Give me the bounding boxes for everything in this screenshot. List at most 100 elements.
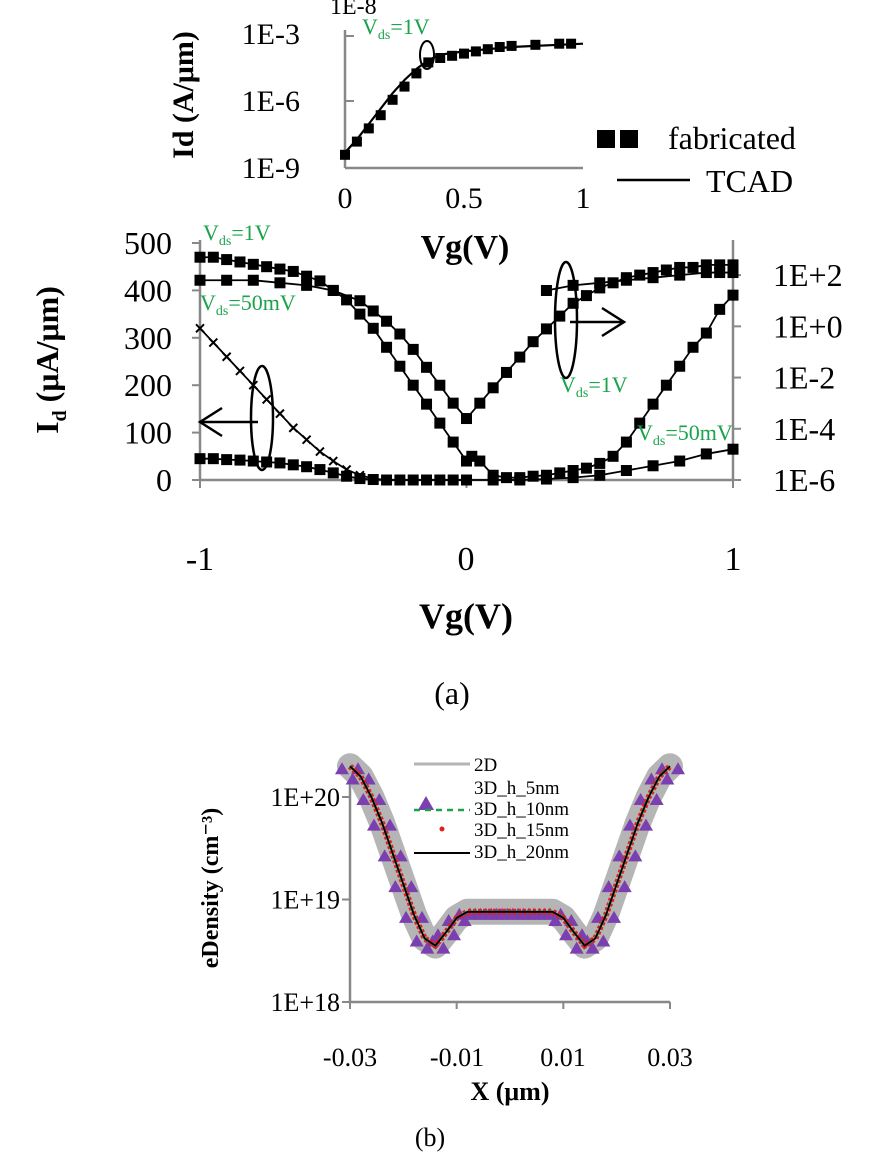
inset-data-point bbox=[399, 81, 410, 92]
main-data-point bbox=[727, 443, 739, 455]
main-cross-point bbox=[435, 475, 445, 485]
left-arrow-head bbox=[197, 406, 223, 438]
density-3d-5nm-marker bbox=[377, 849, 392, 862]
main-data-point bbox=[434, 417, 446, 429]
main-data-point bbox=[421, 361, 433, 373]
main-data-point bbox=[674, 455, 686, 467]
main-data-point bbox=[447, 397, 459, 409]
main-right-y-tick: 1E+2 bbox=[773, 257, 843, 293]
main-data-point bbox=[474, 397, 486, 409]
main-x-axis-label: Vg(V) bbox=[419, 596, 513, 636]
main-data-point bbox=[554, 310, 566, 322]
main-annotation-vds-1v-right: Vds=1V bbox=[560, 372, 628, 401]
main-data-point bbox=[207, 453, 219, 465]
main-data-point bbox=[274, 457, 286, 469]
inset-data-point bbox=[411, 68, 422, 79]
inset-x-tick: 1 bbox=[576, 182, 591, 215]
main-annotation-vds-1v-top: Vds=1V bbox=[203, 220, 271, 249]
main-data-point bbox=[274, 277, 286, 289]
main-data-point bbox=[247, 274, 259, 286]
density-3d-5nm-marker bbox=[409, 934, 424, 947]
density-3d-5nm-marker bbox=[484, 907, 499, 920]
main-data-point bbox=[221, 454, 233, 466]
legend-3d-10nm-label: 3D_h_10nm bbox=[474, 799, 569, 820]
main-chart: 500 400 300 200 100 0 1E+2 1E+0 1E-2 1E-4 1E-6 Id … bbox=[29, 220, 843, 711]
density-3d-5nm-marker bbox=[356, 793, 371, 805]
main-cross-point bbox=[355, 470, 365, 480]
density-3d-5nm-marker bbox=[495, 907, 509, 920]
legend-3d-15nm-label: 3D_h_15nm bbox=[474, 820, 569, 841]
main-data-point bbox=[234, 256, 246, 268]
main-data-point bbox=[500, 472, 512, 484]
main-x-tick: -1 bbox=[186, 541, 214, 578]
main-cross-point bbox=[368, 473, 378, 484]
main-data-point bbox=[194, 453, 206, 465]
main-data-point bbox=[207, 251, 219, 263]
main-data-point bbox=[634, 417, 646, 429]
density-3d-5nm-marker bbox=[415, 910, 429, 923]
main-cross-point bbox=[261, 394, 272, 405]
main-x-tick: 0 bbox=[458, 541, 475, 578]
main-data-point bbox=[567, 465, 579, 477]
density-3d-5nm-marker bbox=[345, 772, 360, 785]
main-data-point bbox=[714, 259, 726, 271]
main-data-point bbox=[594, 469, 606, 481]
main-cross-point bbox=[208, 337, 219, 348]
main-data-point bbox=[700, 327, 712, 339]
legend-fabricated-label: fabricated bbox=[668, 120, 796, 156]
inset-y-tick: 1E-6 bbox=[242, 85, 300, 118]
main-data-point bbox=[687, 261, 699, 273]
subplot-label-a: (a) bbox=[434, 675, 470, 711]
main-right-y-tick: 1E+0 bbox=[773, 308, 843, 344]
inset-y-tick-top: 1E-8 bbox=[330, 0, 377, 20]
main-left-y-tick: 400 bbox=[124, 272, 172, 308]
main-data-point bbox=[394, 328, 406, 340]
inset-data-point bbox=[435, 53, 446, 63]
density-y-tick: 1E+19 bbox=[270, 886, 340, 915]
subplot-label-b: (b) bbox=[415, 1123, 445, 1152]
legend-3d-15nm-marker bbox=[439, 826, 445, 832]
main-data-point bbox=[341, 294, 353, 306]
main-data-point bbox=[554, 467, 566, 479]
density-x-axis-label: X (μm) bbox=[471, 1077, 550, 1106]
main-left-y-tick: 300 bbox=[124, 320, 172, 356]
density-y-axis-label: eDensity (cm⁻³) bbox=[198, 808, 224, 968]
main-cross-point bbox=[221, 352, 232, 362]
main-data-point bbox=[647, 398, 659, 410]
main-data-point bbox=[314, 464, 326, 476]
main-data-point bbox=[287, 265, 299, 277]
main-data-point bbox=[314, 275, 326, 287]
density-3d-5nm-marker bbox=[559, 928, 573, 941]
main-data-point bbox=[194, 274, 206, 286]
main-data-point bbox=[567, 279, 579, 291]
main-data-point bbox=[261, 456, 273, 468]
density-chart: 1E+20 1E+19 1E+18 eDensity (cm⁻³) -0.03 -0… bbox=[198, 753, 693, 1152]
main-right-y-tick: 1E-4 bbox=[773, 411, 835, 447]
density-x-tick: 0.03 bbox=[647, 1043, 693, 1072]
inset-data-point bbox=[459, 48, 469, 59]
main-cross-point bbox=[275, 408, 285, 419]
main-cross-point bbox=[408, 475, 418, 485]
density-3d-5nm-marker bbox=[596, 934, 611, 947]
legend-3d-5nm-label: 3D_h_5nm bbox=[474, 778, 560, 799]
main-data-point bbox=[354, 295, 366, 307]
main-data-point bbox=[421, 398, 433, 410]
density-legend: 2D 3D_h_5nm 3D_h_10nm 3D_h_15nm 3D_h_20n… bbox=[414, 755, 569, 863]
inset-x-tick: 0.5 bbox=[445, 182, 483, 215]
density-3d-5nm-marker bbox=[569, 941, 584, 954]
legend-3d-20nm-label: 3D_h_20nm bbox=[474, 842, 569, 863]
main-cross-point bbox=[315, 446, 325, 457]
main-data-point bbox=[474, 455, 486, 467]
left-axis-ellipse bbox=[249, 364, 275, 472]
main-data-point bbox=[540, 323, 552, 335]
main-data-point bbox=[674, 269, 686, 281]
density-x-tick: -0.03 bbox=[323, 1043, 377, 1072]
main-annotation-vds-50mv-left: Vds=50mV bbox=[200, 290, 296, 319]
main-data-point bbox=[634, 269, 646, 281]
density-3d-5nm-marker bbox=[393, 849, 408, 862]
main-data-point bbox=[221, 274, 233, 286]
inset-x-axis-label: Vg(V) bbox=[421, 229, 510, 266]
density-3d-5nm-marker bbox=[671, 762, 685, 775]
density-3d-5nm-marker bbox=[505, 907, 520, 920]
main-right-y-tick: 1E-6 bbox=[773, 462, 835, 498]
